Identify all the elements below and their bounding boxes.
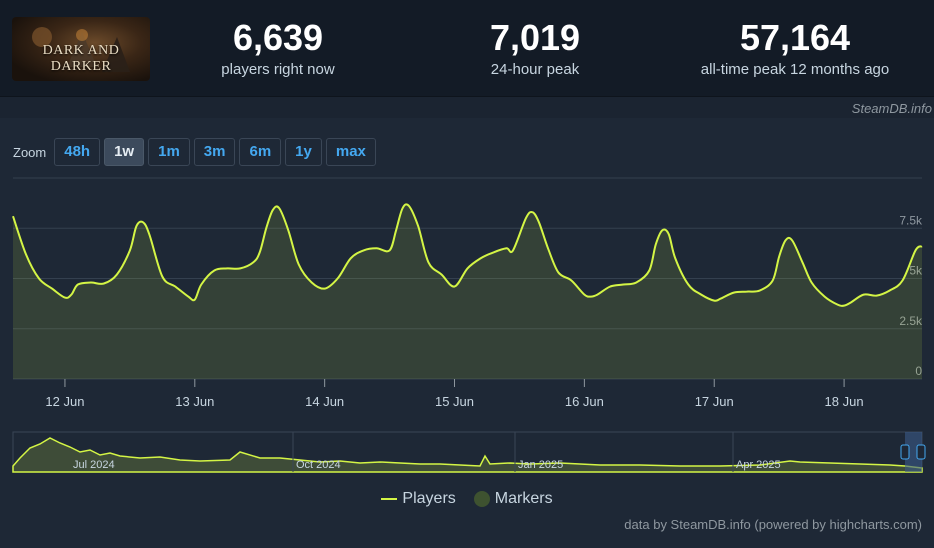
peak-24h-label: 24-hour peak	[490, 61, 580, 78]
x-tick-label: 16 Jun	[565, 394, 604, 409]
zoom-1y-button[interactable]: 1y	[285, 138, 322, 166]
y-tick-label: 7.5k	[899, 213, 923, 227]
navigator-right-handle[interactable]	[916, 444, 926, 460]
zoom-3m-button[interactable]: 3m	[193, 138, 236, 166]
legend-markers-label: Markers	[494, 490, 553, 507]
zoom-max-button[interactable]: max	[325, 138, 376, 166]
zoom-6m-button[interactable]: 6m	[239, 138, 282, 166]
stat-24h-peak: 7,019 24-hour peak	[460, 17, 610, 79]
current-players-label: players right now	[221, 61, 335, 78]
players-area	[13, 204, 922, 379]
peak-24h-value: 7,019	[489, 17, 581, 58]
navigator-label: Apr 2025	[736, 459, 781, 471]
y-tick-label: 5k	[909, 264, 923, 278]
legend-players-label: Players	[402, 490, 456, 507]
logo-art	[32, 27, 130, 72]
current-players-value: 6,639	[232, 17, 324, 58]
legend-players[interactable]: Players	[381, 490, 456, 508]
stat-current: 6,639 players right now	[203, 17, 353, 79]
zoom-1w-button[interactable]: 1w	[104, 138, 145, 166]
chart-panel	[0, 118, 934, 548]
navigator-label: Oct 2024	[296, 459, 341, 471]
chart-legend: Players Markers	[0, 490, 934, 508]
zoom-controls: Zoom 48h 1w 1m 3m 6m 1y max	[13, 138, 380, 166]
x-tick-label: 15 Jun	[435, 394, 474, 409]
x-tick-label: 14 Jun	[305, 394, 344, 409]
all-time-peak-value: 57,164	[739, 17, 851, 58]
x-tick-label: 17 Jun	[695, 394, 734, 409]
x-tick-label: 12 Jun	[45, 394, 84, 409]
navigator[interactable]: Jul 2024 Oct 2024 Jan 2025 Apr 2025	[12, 431, 926, 473]
y-axis-ticks: 0 2.5k 5k 7.5k	[899, 213, 923, 378]
dot-swatch-icon	[473, 491, 490, 507]
highcharts-credit[interactable]: data by SteamDB.info (powered by highcha…	[624, 517, 922, 532]
navigator-selection[interactable]	[905, 432, 922, 472]
y-tick-label: 2.5k	[899, 314, 923, 328]
stats-header: DARK AND DARKER 6,639 players right now …	[0, 0, 934, 97]
zoom-48h-button[interactable]: 48h	[54, 138, 101, 166]
zoom-1m-button[interactable]: 1m	[148, 138, 190, 166]
navigator-label: Jul 2024	[73, 459, 115, 471]
line-swatch-icon	[381, 498, 398, 500]
stat-all-time-peak: 57,164 all-time peak 12 months ago	[685, 17, 905, 79]
x-tick-label: 18 Jun	[825, 394, 864, 409]
navigator-label: Jan 2025	[518, 459, 563, 471]
chart-grid	[13, 177, 922, 380]
game-logo[interactable]: DARK AND DARKER	[12, 17, 150, 81]
zoom-label: Zoom	[13, 144, 47, 160]
navigator-series	[12, 437, 923, 473]
legend-markers[interactable]: Markers	[473, 490, 553, 508]
navigator-left-handle[interactable]	[900, 444, 910, 460]
all-time-peak-label: all-time peak 12 months ago	[700, 61, 890, 78]
steamdb-credit-top: SteamDB.info	[851, 101, 932, 116]
x-tick-label: 13 Jun	[175, 394, 214, 409]
players-series-line	[12, 203, 923, 307]
logo-text: DARK AND DARKER	[42, 43, 120, 74]
y-tick-label: 0	[915, 364, 922, 378]
x-axis-ticks: 12 Jun 13 Jun 14 Jun 15 Jun 16 Jun 17 Jun 18 J…	[45, 379, 864, 409]
